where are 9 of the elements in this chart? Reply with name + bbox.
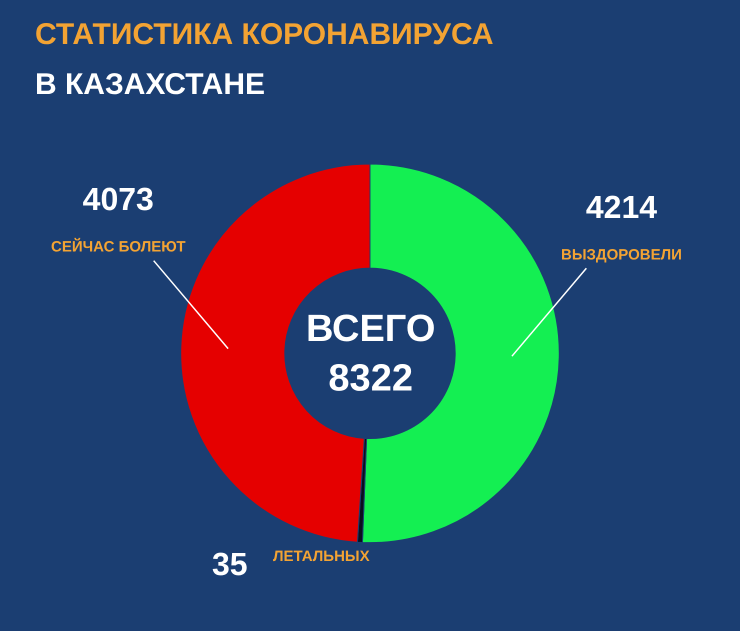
data-label: 4214	[586, 189, 658, 225]
chart-subtitle: В КАЗАХСТАНЕ	[35, 68, 265, 101]
slice-label: ВЫЗДОРОВЕЛИ	[561, 246, 682, 264]
text: ВСЕГО 8322	[306, 308, 436, 400]
chart-title: СТАТИСТИКА КОРОНАВИРУСА	[35, 18, 494, 51]
slice-label: СЕЙЧАС БОЛЕЮТ	[51, 238, 186, 256]
slice-label: ЛЕТАЛЬНЫХ	[273, 548, 370, 565]
data-label: 4073	[82, 181, 154, 217]
data-label: 35	[212, 546, 248, 582]
